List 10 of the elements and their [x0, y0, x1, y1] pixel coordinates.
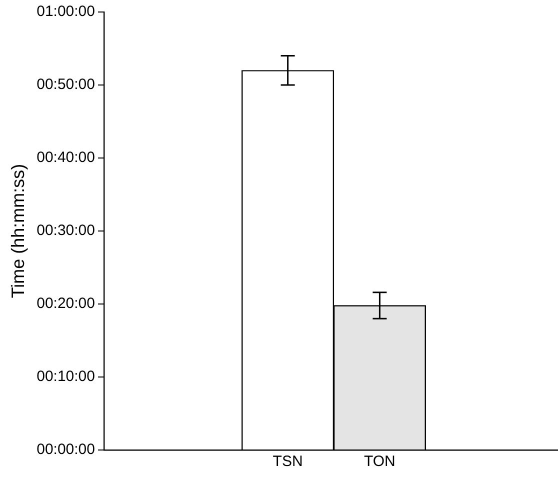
y-tick-label: 00:10:00 — [36, 368, 95, 386]
y-tick-label: 00:20:00 — [36, 295, 95, 312]
x-tick-label: TON — [364, 453, 396, 470]
y-tick-label: 00:30:00 — [36, 222, 95, 240]
y-axis-title: Time (hh:mm:ss) — [8, 164, 28, 298]
y-tick-label: 00:00:00 — [36, 441, 95, 458]
y-tick-label: 00:40:00 — [36, 149, 95, 166]
y-tick-label: 00:50:00 — [36, 76, 95, 94]
x-tick-label: TSN — [272, 453, 303, 470]
y-tick-label: 01:00:00 — [36, 3, 95, 20]
